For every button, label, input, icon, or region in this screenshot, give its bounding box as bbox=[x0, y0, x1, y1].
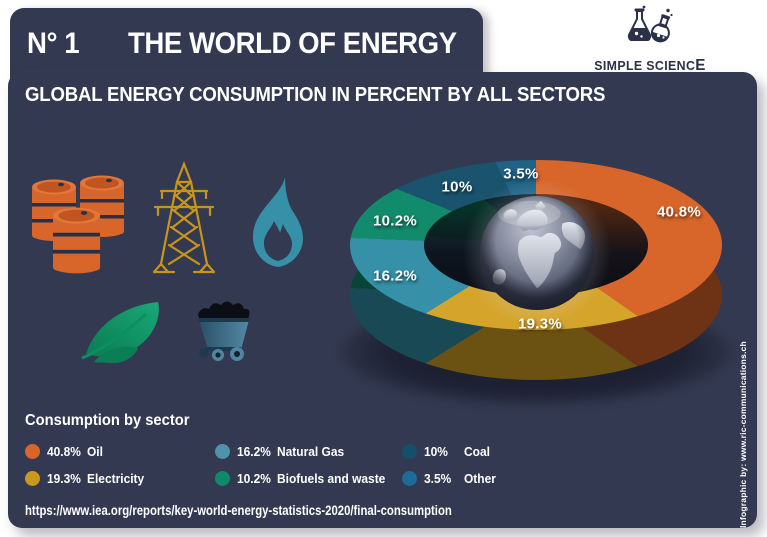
legend-item-biofuels: 10.2% Biofuels and waste bbox=[215, 470, 395, 486]
legend-column-2: 16.2% Natural Gas 10.2% Biofuels and was… bbox=[215, 443, 395, 497]
simple-science-logo: SIMPLE SCIENCE bbox=[575, 5, 725, 75]
slice-label-oil: 40.8% bbox=[656, 203, 702, 221]
chart-subtitle: GLOBAL ENERGY CONSUMPTION IN PERCENT BY … bbox=[25, 84, 606, 106]
legend-dot-coal bbox=[402, 443, 417, 459]
legend-label: Other bbox=[464, 470, 496, 486]
slice-label-other: 3.5% bbox=[503, 165, 539, 183]
legend-column-3: 10% Coal 3.5% Other bbox=[402, 443, 499, 497]
legend-dot-other bbox=[402, 470, 417, 486]
legend-label: Natural Gas bbox=[277, 443, 345, 459]
source-url-link[interactable]: https://www.iea.org/reports/key-world-en… bbox=[25, 503, 452, 518]
legend-dot-natural-gas bbox=[215, 443, 230, 459]
biofuel-leaves-icon bbox=[81, 302, 159, 364]
legend-pct: 16.2% bbox=[237, 443, 271, 459]
legend-pct: 3.5% bbox=[424, 470, 452, 486]
page-title: THE WORLD OF ENERGY bbox=[127, 27, 457, 60]
legend-label: Biofuels and waste bbox=[277, 470, 386, 486]
legend-dot-biofuels bbox=[215, 470, 230, 486]
legend-item-natural-gas: 16.2% Natural Gas bbox=[215, 443, 395, 459]
legend-label: Coal bbox=[464, 443, 490, 459]
legend-title: Consumption by sector bbox=[25, 412, 190, 429]
legend-pct: 10.2% bbox=[237, 470, 271, 486]
oil-barrels-icon bbox=[32, 175, 124, 274]
slice-label-natural-gas: 16.2% bbox=[372, 267, 418, 285]
legend-item-other: 3.5% Other bbox=[402, 470, 499, 486]
legend-label: Oil bbox=[87, 443, 103, 459]
gas-flame-icon bbox=[253, 177, 303, 267]
issue-number: N° 1 bbox=[27, 27, 80, 60]
legend-dot-electricity bbox=[25, 470, 40, 486]
legend-item-electricity: 19.3% Electricity bbox=[25, 470, 149, 486]
slice-label-biofuels: 10.2% bbox=[372, 212, 418, 230]
flasks-icon bbox=[627, 5, 673, 43]
legend-column-1: 40.8% Oil 19.3% Electricity bbox=[25, 443, 149, 497]
legend-pct: 40.8% bbox=[47, 443, 81, 459]
globe-icon bbox=[479, 195, 595, 311]
legend-item-coal: 10% Coal bbox=[402, 443, 499, 459]
electricity-pylon-icon bbox=[152, 160, 216, 274]
credit-text: Infographic by: www.ric-communications.c… bbox=[738, 341, 748, 528]
legend-pct: 10% bbox=[424, 443, 448, 459]
legend-dot-oil bbox=[25, 443, 40, 459]
logo-wordmark: SIMPLE SCIENCE bbox=[594, 57, 706, 74]
legend-item-oil: 40.8% Oil bbox=[25, 443, 149, 459]
slice-label-electricity: 19.3% bbox=[517, 315, 563, 333]
coal-cart-icon bbox=[198, 301, 250, 361]
title-bar: N° 1 THE WORLD OF ENERGY bbox=[10, 8, 483, 80]
legend-label: Electricity bbox=[87, 470, 145, 486]
slice-label-coal: 10% bbox=[441, 178, 473, 196]
energy-donut-chart: 40.8% 19.3% 16.2% 10.2% 10% 3.5% bbox=[340, 140, 752, 425]
legend-pct: 19.3% bbox=[47, 470, 81, 486]
